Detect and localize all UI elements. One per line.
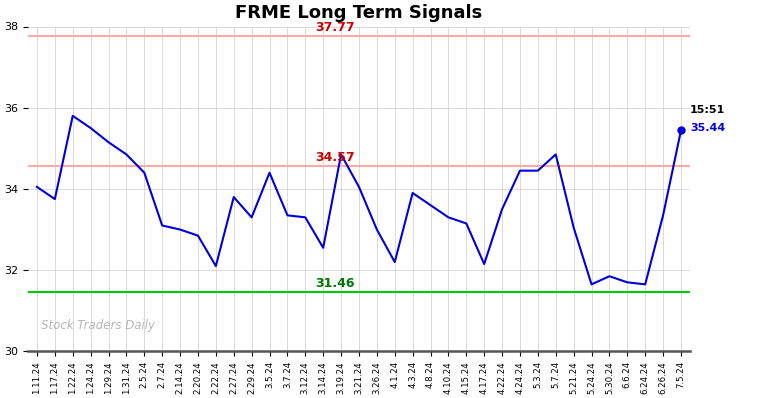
Text: 15:51: 15:51 [690, 105, 725, 115]
Text: 35.44: 35.44 [690, 123, 725, 133]
Text: 37.77: 37.77 [315, 21, 354, 34]
Text: 31.46: 31.46 [315, 277, 354, 290]
Text: Stock Traders Daily: Stock Traders Daily [42, 319, 155, 332]
Title: FRME Long Term Signals: FRME Long Term Signals [235, 4, 483, 22]
Text: 34.57: 34.57 [315, 151, 354, 164]
